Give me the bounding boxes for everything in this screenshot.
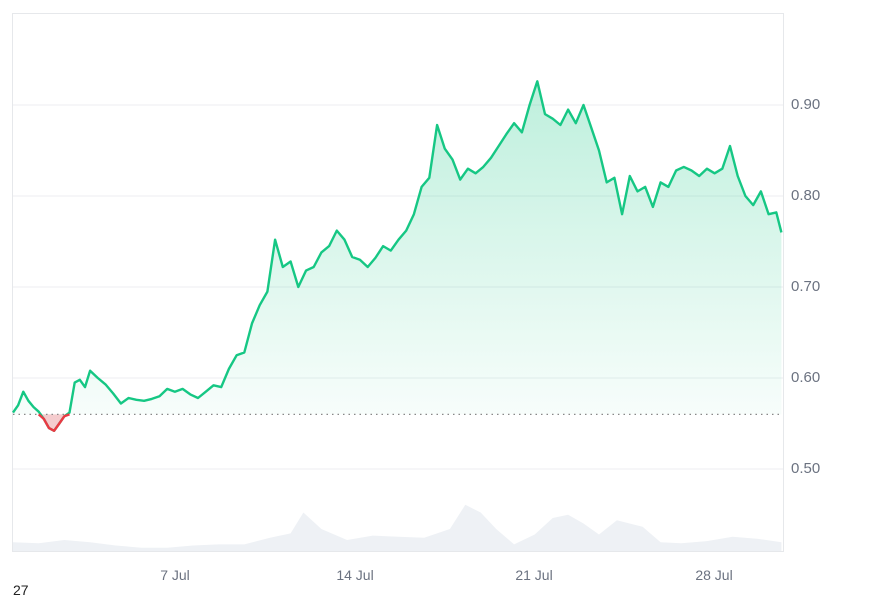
cut-off-axis-label: 27	[13, 582, 29, 598]
price-line	[12, 80, 783, 432]
plot-frame	[12, 13, 784, 552]
y-tick-0.90: 0.90	[791, 96, 821, 113]
price-area-fill	[13, 81, 782, 431]
x-tick-28-jul: 28 Jul	[695, 567, 733, 583]
x-tick-21-jul: 21 Jul	[515, 567, 553, 583]
price-line-below-baseline	[37, 413, 70, 432]
volume-area	[13, 504, 782, 551]
y-tick-0.70: 0.70	[791, 278, 821, 295]
x-tick-7-jul: 7 Jul	[160, 567, 190, 583]
y-tick-0.60: 0.60	[791, 369, 821, 386]
y-tick-0.50: 0.50	[791, 460, 821, 477]
x-tick-14-jul: 14 Jul	[336, 567, 374, 583]
y-tick-0.80: 0.80	[791, 187, 821, 204]
